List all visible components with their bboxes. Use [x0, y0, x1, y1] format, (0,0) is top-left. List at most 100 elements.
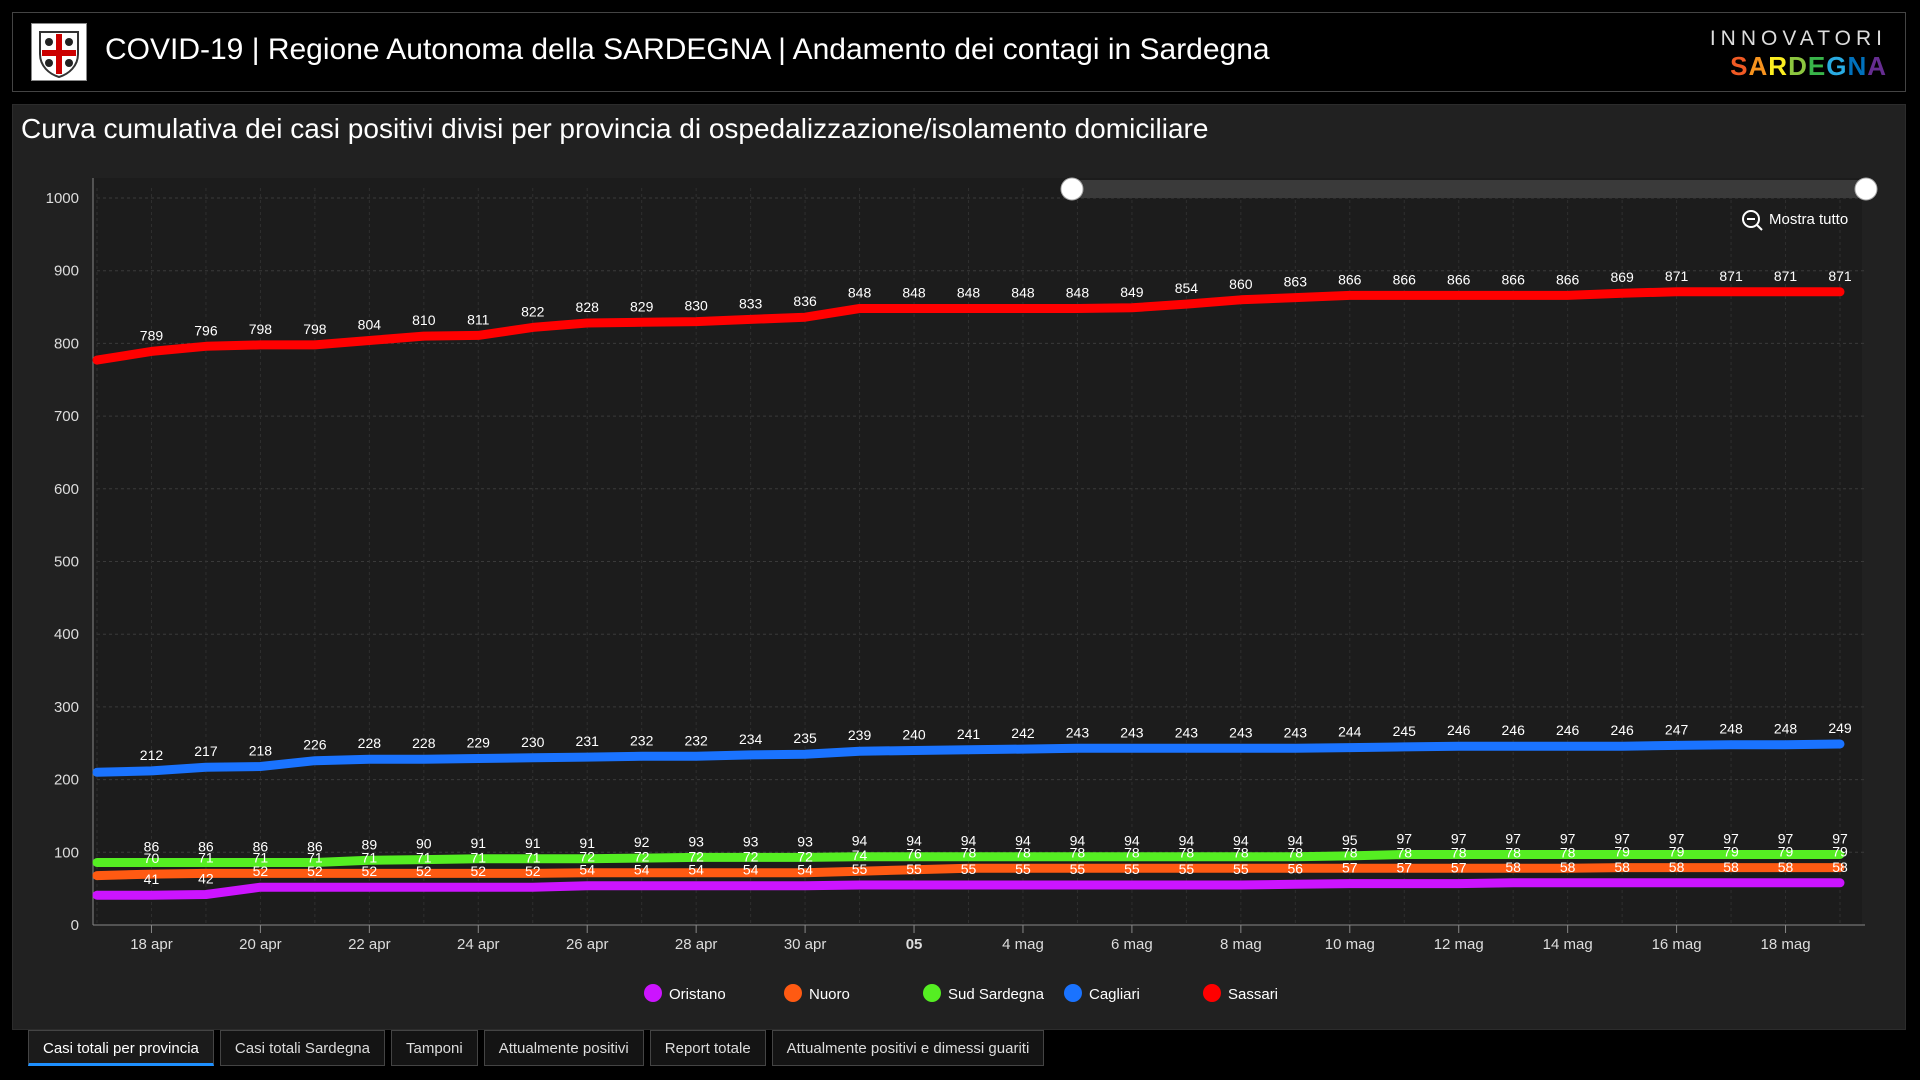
data-label: 93: [688, 833, 704, 849]
brand-bottom-text: SARDEGNA: [1710, 51, 1887, 82]
legend-marker: [784, 984, 802, 1002]
x-tick-label: 6 mag: [1111, 936, 1153, 953]
data-label: 811: [467, 311, 490, 327]
data-label: 86: [198, 838, 214, 854]
data-label: 789: [140, 327, 164, 343]
tab-5[interactable]: Attualmente positivi e dimessi guariti: [771, 1030, 1045, 1066]
legend-marker: [1064, 984, 1082, 1002]
data-label: 245: [1393, 723, 1417, 739]
data-label: 232: [630, 732, 654, 748]
data-label: 72: [688, 849, 704, 865]
data-label: 70: [144, 850, 160, 866]
data-label: 91: [579, 835, 595, 851]
zoom-slider-right-handle[interactable]: [1854, 177, 1878, 201]
x-tick-label: 10 mag: [1325, 936, 1375, 953]
data-label: 94: [852, 833, 868, 849]
tab-bar: Casi totali per provincia Casi totali Sar…: [28, 1030, 1045, 1070]
y-tick-label: 1000: [46, 190, 79, 207]
data-label: 86: [253, 838, 269, 854]
legend-item[interactable]: Sassari: [1228, 986, 1278, 1003]
y-tick-label: 0: [71, 917, 79, 934]
tab-3[interactable]: Attualmente positivi: [483, 1030, 644, 1066]
x-tick-label: 22 apr: [348, 936, 391, 953]
data-label: 78: [961, 844, 977, 860]
data-label: 71: [470, 849, 486, 865]
zoom-slider-left-handle[interactable]: [1060, 177, 1084, 201]
data-label: 72: [634, 849, 650, 865]
data-label: 52: [470, 863, 486, 879]
y-tick-label: 900: [54, 263, 79, 280]
tab-1[interactable]: Casi totali Sardegna: [219, 1030, 385, 1066]
data-label: 94: [1015, 833, 1031, 849]
data-label: 71: [307, 849, 323, 865]
data-label: 94: [1288, 833, 1304, 849]
data-label: 78: [1179, 844, 1195, 860]
app-title: COVID-19 | Regione Autonoma della SARDEG…: [105, 33, 1270, 66]
brand-letter: N: [1847, 51, 1868, 81]
show-all-button[interactable]: Mostra tutto: [1769, 211, 1848, 228]
series-line-oristano: [92, 878, 1845, 900]
data-label: 97: [1832, 830, 1848, 846]
data-label: 72: [743, 849, 759, 865]
data-label: 97: [1614, 830, 1630, 846]
data-label: 235: [793, 730, 817, 746]
data-label: 228: [412, 735, 436, 751]
data-label: 242: [1011, 725, 1035, 741]
data-label: 94: [961, 833, 977, 849]
y-tick-label: 200: [54, 772, 79, 789]
data-label: 79: [1723, 844, 1739, 860]
data-label: 860: [1229, 276, 1253, 292]
cumulative-cases-chart: 0 100 200 300 400 500 600 700 800 900 1000 18 apr 20…: [46, 177, 1878, 1003]
data-label: 78: [1070, 844, 1086, 860]
region-coat-of-arms-logo: [31, 23, 87, 81]
data-label: 866: [1338, 271, 1362, 287]
data-label: 239: [848, 727, 872, 743]
x-tick-label: 8 mag: [1220, 936, 1262, 953]
data-label: 836: [793, 293, 817, 309]
data-label: 95: [1342, 832, 1358, 848]
data-label: 232: [684, 732, 708, 748]
legend-marker: [1203, 984, 1221, 1002]
legend-item[interactable]: Cagliari: [1089, 986, 1140, 1003]
y-tick-label: 400: [54, 626, 79, 643]
data-label: 55: [1233, 861, 1249, 877]
data-label: 78: [1396, 844, 1412, 860]
data-label: 71: [525, 849, 541, 865]
x-tick-label: 18 apr: [130, 936, 173, 953]
legend-item[interactable]: Oristano: [669, 986, 726, 1003]
data-label: 58: [1614, 859, 1630, 875]
data-label: 79: [1832, 844, 1848, 860]
y-tick-label: 500: [54, 554, 79, 571]
legend-item[interactable]: Nuoro: [809, 986, 850, 1003]
data-label: 796: [194, 322, 218, 338]
data-label: 246: [1610, 722, 1634, 738]
tab-2[interactable]: Tamponi: [391, 1030, 478, 1066]
data-label: 866: [1447, 271, 1471, 287]
chart-panel-title: Curva cumulativa dei casi positivi divis…: [21, 113, 1209, 144]
data-label: 78: [1015, 844, 1031, 860]
data-label: 798: [249, 321, 273, 337]
data-label: 78: [1505, 844, 1521, 860]
tab-4[interactable]: Report totale: [649, 1030, 766, 1066]
data-label: 866: [1502, 271, 1526, 287]
legend-item[interactable]: Sud Sardegna: [948, 986, 1045, 1003]
zoom-out-icon: [1742, 210, 1760, 228]
data-label: 243: [1120, 724, 1144, 740]
data-label: 866: [1393, 271, 1417, 287]
data-label: 57: [1451, 860, 1467, 876]
data-label: 72: [579, 849, 595, 865]
data-label: 798: [303, 321, 327, 337]
data-label: 848: [848, 285, 872, 301]
data-label: 71: [198, 849, 214, 865]
y-tick-label: 100: [54, 844, 79, 861]
legend-marker: [923, 984, 941, 1002]
brand-letter: D: [1788, 51, 1808, 81]
data-label: 92: [634, 834, 650, 850]
tab-0[interactable]: Casi totali per provincia: [28, 1030, 214, 1066]
data-label: 231: [576, 733, 600, 749]
data-label: 830: [684, 298, 708, 314]
data-label: 55: [1124, 861, 1140, 877]
x-tick-label: 26 apr: [566, 936, 609, 953]
data-label: 93: [743, 833, 759, 849]
data-label: 54: [579, 862, 595, 878]
